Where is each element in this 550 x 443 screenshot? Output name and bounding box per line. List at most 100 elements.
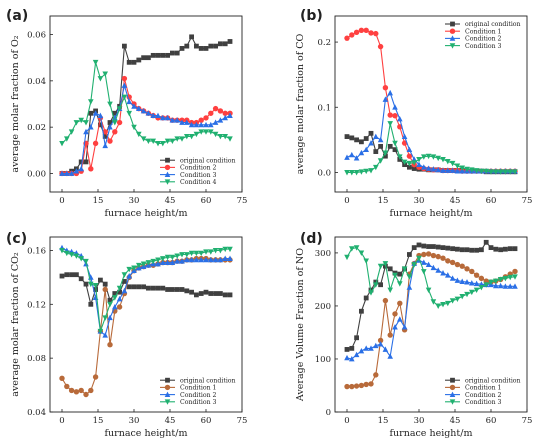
data-point (378, 282, 383, 288)
data-point (382, 96, 389, 102)
data-point (184, 134, 190, 140)
x-tick-label: 75 (237, 416, 248, 426)
legend-label: Condition 1 (465, 28, 502, 35)
data-point (363, 258, 369, 264)
data-point (136, 284, 142, 290)
data-point (131, 103, 137, 109)
x-axis-title: furnace height/m (390, 208, 473, 219)
y-axis-title: average molar fraction of CO₂ (10, 252, 21, 397)
data-point (212, 256, 219, 263)
data-point (64, 272, 70, 278)
series-original-condition (59, 272, 233, 307)
legend-label: original condition (465, 21, 521, 28)
y-tick-label: 0.16 (27, 246, 46, 256)
data-point (344, 134, 350, 139)
panel-label: (d) (300, 231, 323, 247)
legend-label: Condition 3 (465, 43, 502, 50)
data-point (102, 71, 108, 77)
data-point (353, 351, 360, 358)
data-point (198, 250, 204, 257)
data-point (425, 261, 432, 267)
x-tick-label: 30 (129, 196, 140, 206)
data-point (353, 383, 360, 389)
x-tick-label: 15 (93, 196, 104, 206)
data-point (474, 247, 479, 253)
y-axis-title: average molar fraction of CO (295, 33, 306, 174)
data-point (189, 289, 194, 295)
data-point (373, 279, 379, 285)
y-tick-label: 0 (326, 408, 331, 418)
x-axis-title: furnace height/m (105, 208, 188, 219)
data-point (368, 290, 374, 296)
data-point (354, 335, 359, 341)
data-point (102, 332, 108, 338)
data-point (493, 169, 499, 175)
x-tick-label: 0 (344, 416, 349, 426)
data-point (160, 114, 166, 121)
data-point (73, 253, 80, 259)
data-point (459, 263, 465, 269)
data-point (401, 324, 408, 330)
data-point (354, 137, 359, 143)
data-point (213, 291, 218, 296)
y-tick-label: 0.00 (27, 169, 46, 179)
x-tick-label: 45 (165, 416, 176, 426)
data-point (411, 245, 417, 251)
data-point (349, 135, 355, 141)
data-point (68, 252, 75, 258)
data-point (174, 258, 180, 264)
data-point (131, 284, 137, 290)
data-point (188, 256, 195, 263)
x-tick-label: 30 (129, 416, 140, 426)
data-point (478, 284, 485, 291)
data-point (227, 39, 233, 44)
data-point (401, 133, 408, 139)
data-point (150, 138, 156, 145)
data-point (92, 140, 99, 147)
data-point (440, 301, 446, 308)
data-point (189, 34, 194, 40)
x-tick-label: 60 (486, 196, 497, 206)
y-tick-label: 200 (315, 302, 331, 312)
data-point (507, 283, 513, 289)
data-point (169, 117, 176, 123)
x-tick-label: 0 (59, 196, 64, 206)
data-point (194, 292, 199, 298)
data-point (208, 121, 214, 128)
chart-panel-d: (d) 0 15 30 45 60 75 0 100 200 300 furnace height/m… (295, 231, 532, 439)
data-point (184, 256, 190, 263)
data-point (203, 129, 209, 135)
data-point (430, 264, 437, 271)
legend-label: original condition (180, 157, 236, 164)
data-point (349, 32, 355, 38)
data-point (208, 249, 214, 255)
chart-panel-b: (b) 0 15 30 45 60 75 0.0 0.1 0.2 furnace height/m a… (295, 8, 532, 219)
legend-marker (164, 399, 171, 405)
data-point (184, 119, 190, 125)
y-tick-label: 300 (315, 249, 331, 259)
data-point (344, 254, 350, 261)
data-point (459, 165, 465, 171)
legend-marker (165, 157, 170, 163)
data-point (59, 170, 65, 176)
data-point (449, 259, 456, 266)
data-point (368, 345, 374, 351)
data-point (222, 292, 228, 298)
data-point (445, 158, 451, 165)
data-point (454, 277, 461, 283)
x-tick-label: 15 (93, 416, 104, 426)
data-point (425, 251, 432, 257)
data-point (122, 43, 127, 49)
data-point (473, 168, 480, 174)
y-tick-label: 0.08 (27, 354, 46, 364)
data-point (483, 168, 489, 175)
data-point (83, 159, 89, 165)
data-point (198, 256, 204, 263)
data-point (112, 291, 118, 296)
data-point (222, 246, 228, 253)
data-point (92, 283, 99, 289)
data-point (435, 166, 441, 173)
data-point (387, 89, 393, 96)
data-point (208, 43, 214, 49)
data-point (502, 283, 509, 289)
